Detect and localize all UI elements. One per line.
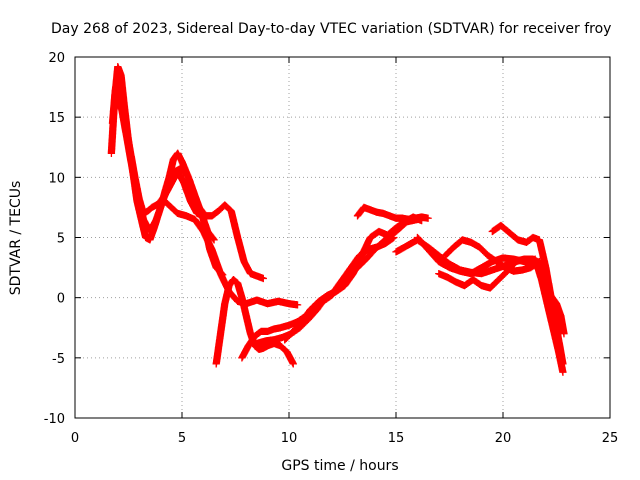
series-arc-17	[535, 263, 568, 338]
y-tick-label: 10	[48, 171, 65, 186]
plus-marker-trace	[189, 191, 267, 283]
x-tick-label: 5	[178, 431, 186, 446]
y-tick-label: 20	[48, 51, 65, 66]
y-tick-label: 15	[48, 111, 65, 126]
axis-ticks: 0 5 10 15 20 25 -10 -5 0 5 10 15 20	[44, 51, 619, 446]
plus-marker-trace	[535, 263, 568, 338]
x-tick-label: 25	[602, 431, 619, 446]
plus-marker-trace	[281, 213, 426, 344]
x-axis-label: GPS time / hours	[281, 458, 398, 474]
series-arc-9	[281, 213, 426, 344]
chart-title: Day 268 of 2023, Sidereal Day-to-day VTE…	[51, 21, 611, 37]
x-tick-label: 10	[281, 431, 298, 446]
y-axis-label: SDTVAR / TECUs	[8, 181, 24, 296]
x-tick-label: 15	[388, 431, 405, 446]
y-tick-label: -5	[52, 352, 65, 367]
plus-marker-trace	[161, 197, 302, 309]
x-tick-label: 0	[71, 431, 79, 446]
plus-marker-trace	[353, 203, 432, 224]
series-arc-5	[189, 191, 267, 283]
series-arc-13	[441, 236, 544, 275]
y-tick-label: 5	[57, 232, 65, 247]
series-arc-6	[212, 275, 297, 368]
series-arc-14	[435, 255, 546, 292]
plus-marker-trace	[441, 236, 544, 275]
plus-marker-trace	[212, 275, 297, 368]
data-points	[107, 62, 568, 376]
x-tick-label: 20	[495, 431, 512, 446]
plus-marker-trace	[435, 255, 546, 292]
y-tick-label: -10	[44, 412, 65, 427]
y-tick-label: 0	[57, 292, 65, 307]
series-arc-10	[353, 203, 432, 224]
series-arc-4	[161, 197, 302, 309]
